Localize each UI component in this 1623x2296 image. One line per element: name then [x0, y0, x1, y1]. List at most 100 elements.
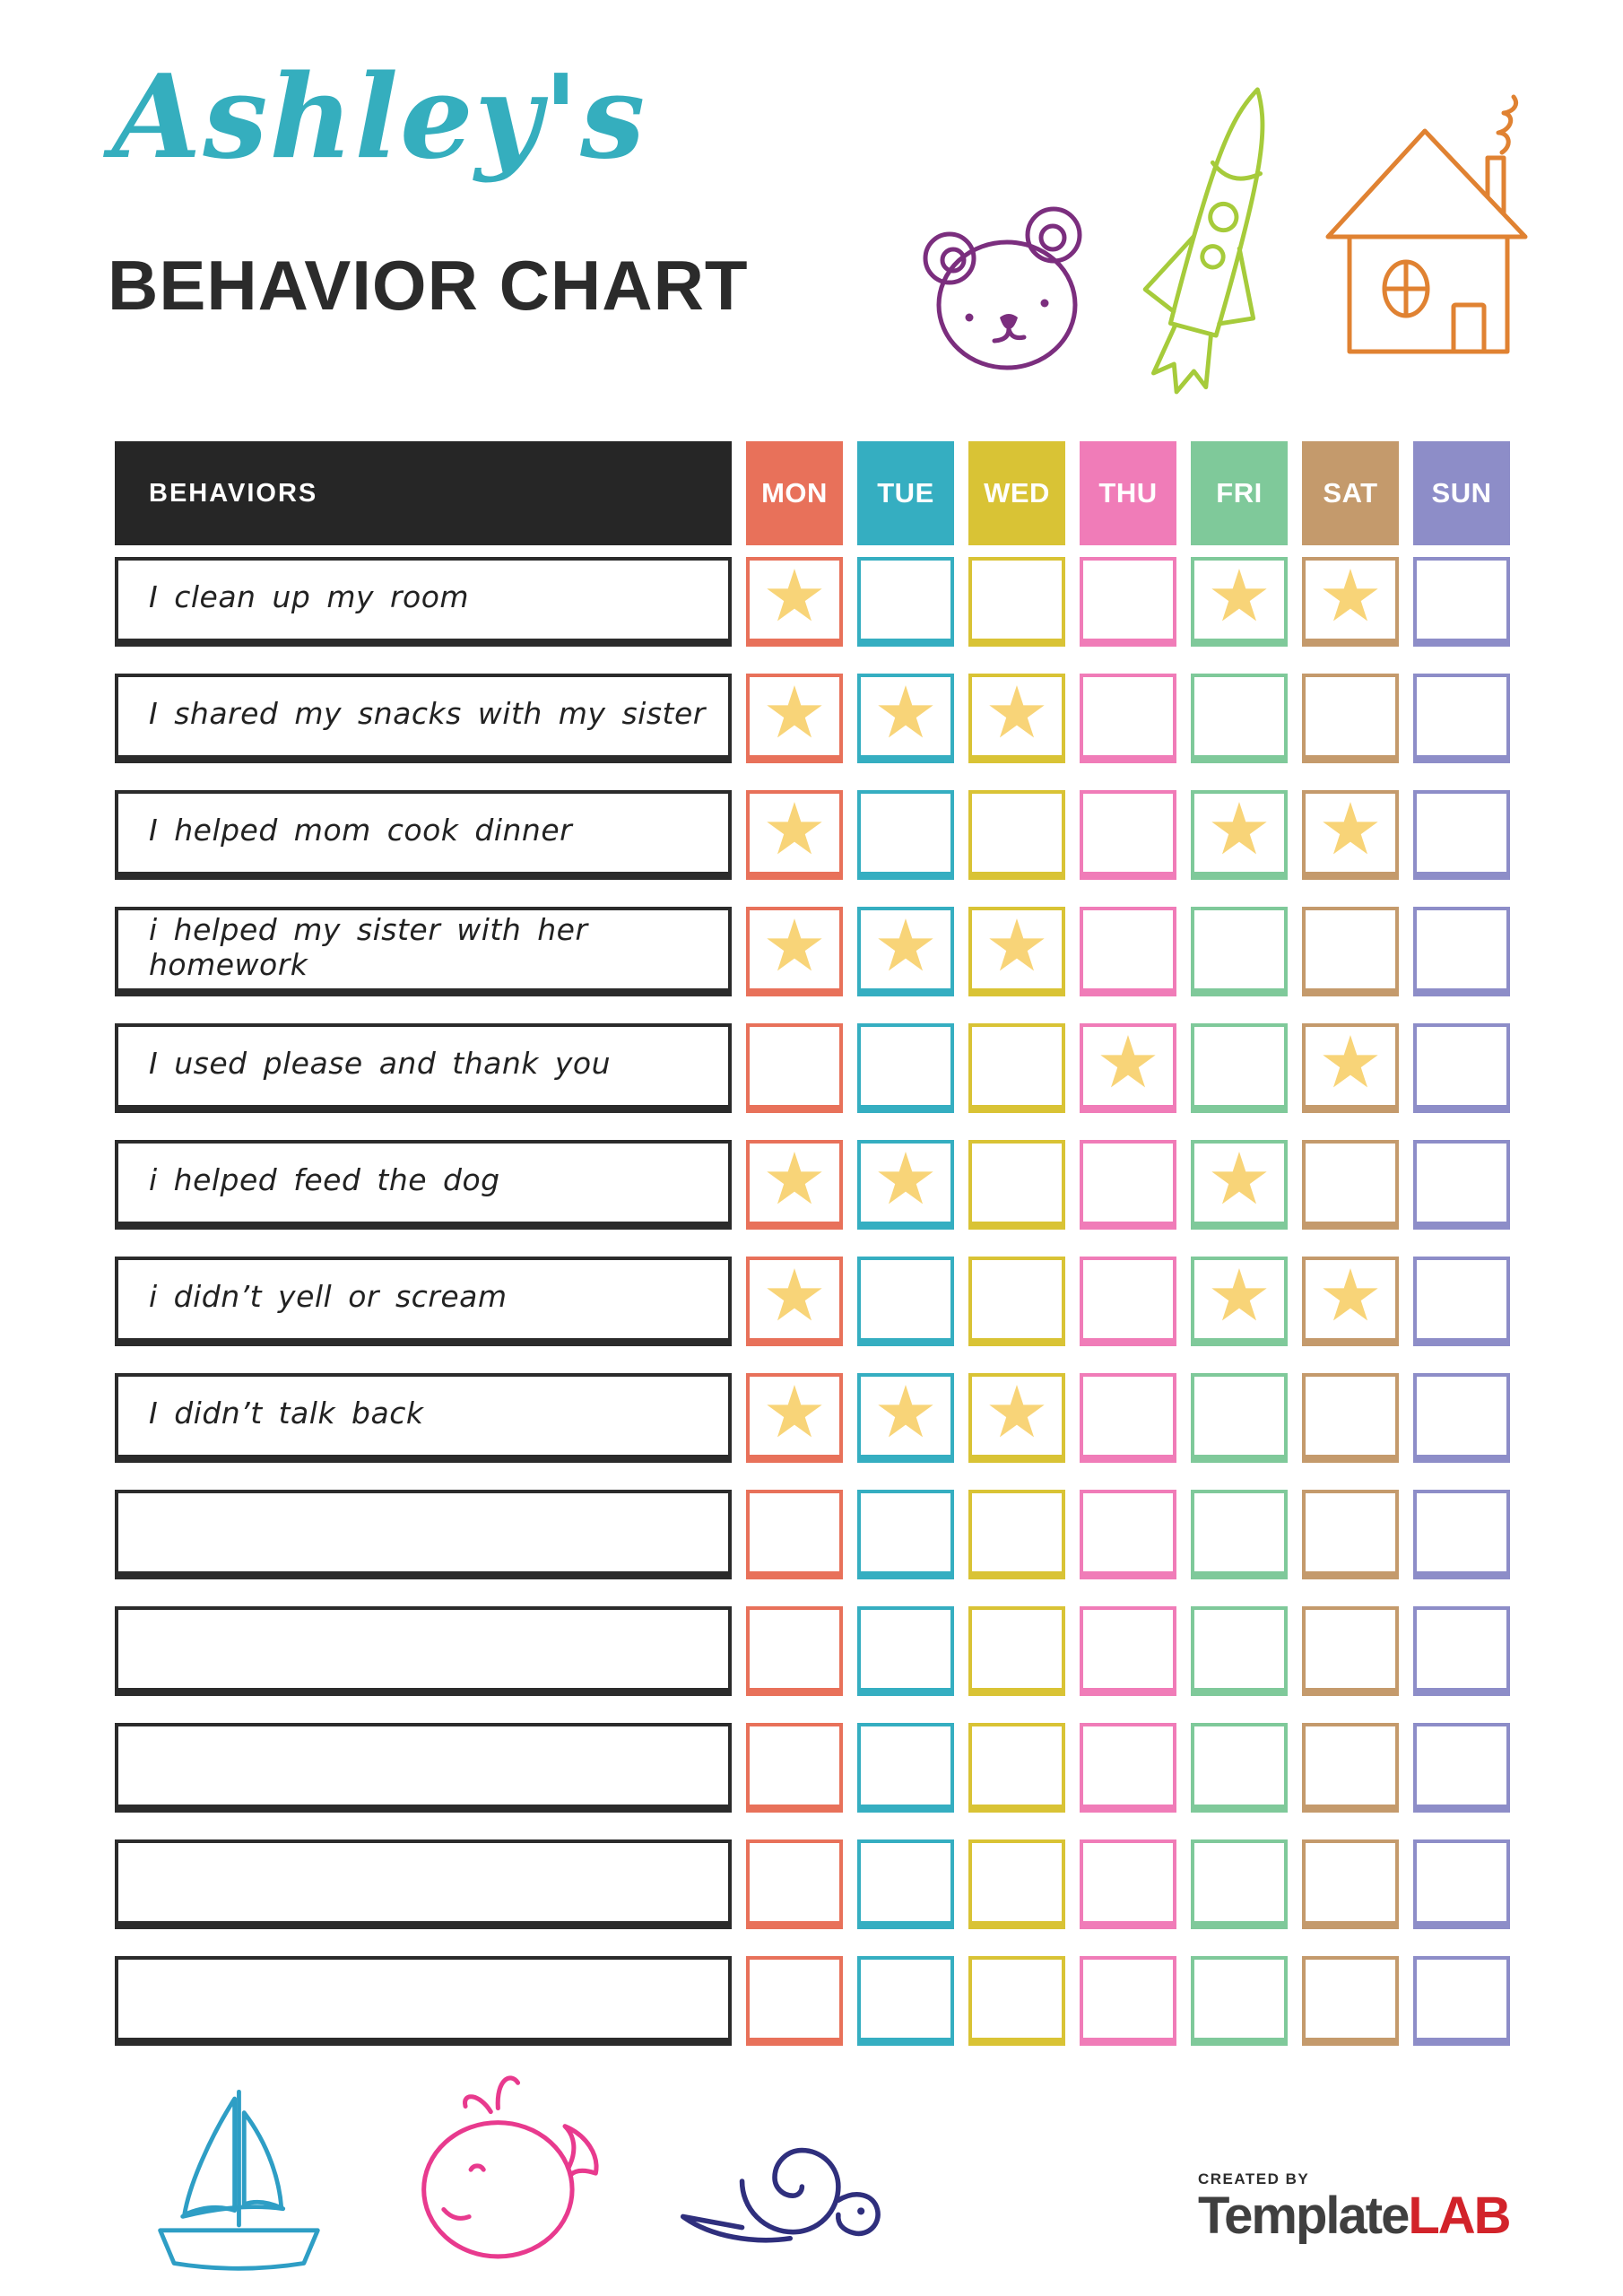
day-cell-sun[interactable] — [1413, 1373, 1510, 1463]
behavior-label: i helped feed the dog — [115, 1140, 732, 1230]
day-cell-thu[interactable] — [1080, 1956, 1176, 2046]
day-cell-tue[interactable] — [857, 1723, 954, 1813]
day-cell-mon[interactable] — [746, 1490, 843, 1579]
day-cell-sat[interactable]: ★ — [1302, 1023, 1399, 1113]
day-header-sun: SUN — [1413, 441, 1510, 545]
day-cell-tue[interactable] — [857, 1839, 954, 1929]
day-cell-sat[interactable] — [1302, 907, 1399, 996]
day-cell-mon[interactable]: ★ — [746, 1257, 843, 1346]
day-cell-wed[interactable] — [968, 1839, 1065, 1929]
day-cell-fri[interactable] — [1191, 1490, 1288, 1579]
day-cell-tue[interactable]: ★ — [857, 907, 954, 996]
day-cell-thu[interactable] — [1080, 1723, 1176, 1813]
day-cell-fri[interactable] — [1191, 674, 1288, 763]
day-cell-tue[interactable] — [857, 1606, 954, 1696]
day-cell-sun[interactable] — [1413, 907, 1510, 996]
day-cell-mon[interactable] — [746, 1606, 843, 1696]
behaviors-header: BEHAVIORS — [115, 441, 732, 545]
day-cell-sat[interactable] — [1302, 1490, 1399, 1579]
day-cell-thu[interactable] — [1080, 674, 1176, 763]
day-cell-sun[interactable] — [1413, 1257, 1510, 1346]
day-cell-tue[interactable]: ★ — [857, 1373, 954, 1463]
day-cell-mon[interactable]: ★ — [746, 907, 843, 996]
day-cell-wed[interactable] — [968, 1140, 1065, 1230]
day-cell-tue[interactable] — [857, 1490, 954, 1579]
day-cell-mon[interactable]: ★ — [746, 1373, 843, 1463]
day-cell-thu[interactable] — [1080, 1140, 1176, 1230]
day-cell-wed[interactable]: ★ — [968, 907, 1065, 996]
day-cell-mon[interactable]: ★ — [746, 1140, 843, 1230]
day-cell-fri[interactable]: ★ — [1191, 1140, 1288, 1230]
star-icon: ★ — [1318, 787, 1383, 871]
day-cell-thu[interactable]: ★ — [1080, 1023, 1176, 1113]
table-row: i didn’t yell or scream ★ ★ ★ — [115, 1257, 1510, 1346]
day-cell-sun[interactable] — [1413, 1606, 1510, 1696]
day-cell-sun[interactable] — [1413, 674, 1510, 763]
star-icon: ★ — [1096, 1020, 1160, 1104]
behavior-label — [115, 1839, 732, 1929]
day-cell-sat[interactable]: ★ — [1302, 790, 1399, 880]
day-cell-tue[interactable] — [857, 790, 954, 880]
day-cell-sat[interactable]: ★ — [1302, 557, 1399, 647]
day-cell-thu[interactable] — [1080, 557, 1176, 647]
day-cell-wed[interactable] — [968, 1606, 1065, 1696]
day-cell-fri[interactable]: ★ — [1191, 790, 1288, 880]
day-cell-tue[interactable] — [857, 557, 954, 647]
day-cell-tue[interactable]: ★ — [857, 674, 954, 763]
day-cell-wed[interactable] — [968, 557, 1065, 647]
day-cell-sun[interactable] — [1413, 1490, 1510, 1579]
day-cell-sat[interactable] — [1302, 1140, 1399, 1230]
day-cell-wed[interactable] — [968, 790, 1065, 880]
day-cell-mon[interactable] — [746, 1839, 843, 1929]
day-cell-wed[interactable] — [968, 1257, 1065, 1346]
day-cell-tue[interactable] — [857, 1023, 954, 1113]
day-cell-sat[interactable] — [1302, 1373, 1399, 1463]
day-cell-mon[interactable]: ★ — [746, 790, 843, 880]
day-cell-fri[interactable] — [1191, 1023, 1288, 1113]
day-cell-tue[interactable] — [857, 1956, 954, 2046]
day-cell-fri[interactable]: ★ — [1191, 1257, 1288, 1346]
day-cell-wed[interactable] — [968, 1023, 1065, 1113]
day-cell-mon[interactable]: ★ — [746, 674, 843, 763]
day-cell-fri[interactable] — [1191, 1723, 1288, 1813]
day-cell-thu[interactable] — [1080, 1490, 1176, 1579]
day-cell-fri[interactable] — [1191, 1373, 1288, 1463]
day-cell-sun[interactable] — [1413, 1140, 1510, 1230]
day-cell-fri[interactable] — [1191, 1606, 1288, 1696]
day-cell-sun[interactable] — [1413, 1723, 1510, 1813]
day-cell-sat[interactable] — [1302, 674, 1399, 763]
day-cell-sun[interactable] — [1413, 557, 1510, 647]
day-cell-thu[interactable] — [1080, 790, 1176, 880]
day-cell-fri[interactable] — [1191, 1956, 1288, 2046]
day-cell-wed[interactable] — [968, 1490, 1065, 1579]
day-cell-mon[interactable] — [746, 1956, 843, 2046]
day-cell-thu[interactable] — [1080, 1606, 1176, 1696]
day-cell-sat[interactable]: ★ — [1302, 1257, 1399, 1346]
day-cell-tue[interactable]: ★ — [857, 1140, 954, 1230]
day-cell-sat[interactable] — [1302, 1606, 1399, 1696]
day-cell-thu[interactable] — [1080, 1839, 1176, 1929]
day-cell-sun[interactable] — [1413, 1956, 1510, 2046]
day-cell-thu[interactable] — [1080, 1257, 1176, 1346]
day-cell-wed[interactable]: ★ — [968, 674, 1065, 763]
day-cell-wed[interactable]: ★ — [968, 1373, 1065, 1463]
day-cell-mon[interactable] — [746, 1023, 843, 1113]
day-cell-mon[interactable]: ★ — [746, 557, 843, 647]
day-cell-fri[interactable] — [1191, 1839, 1288, 1929]
day-cell-wed[interactable] — [968, 1956, 1065, 2046]
day-cell-wed[interactable] — [968, 1723, 1065, 1813]
day-cell-sat[interactable] — [1302, 1723, 1399, 1813]
day-cell-sat[interactable] — [1302, 1839, 1399, 1929]
day-cell-fri[interactable] — [1191, 907, 1288, 996]
day-cell-sun[interactable] — [1413, 1839, 1510, 1929]
day-cell-thu[interactable] — [1080, 907, 1176, 996]
day-cell-sun[interactable] — [1413, 1023, 1510, 1113]
day-cell-tue[interactable] — [857, 1257, 954, 1346]
behavior-label: i helped my sister with her homework — [115, 907, 732, 996]
day-cell-mon[interactable] — [746, 1723, 843, 1813]
day-cell-fri[interactable]: ★ — [1191, 557, 1288, 647]
day-cell-sat[interactable] — [1302, 1956, 1399, 2046]
day-cell-thu[interactable] — [1080, 1373, 1176, 1463]
day-cell-sun[interactable] — [1413, 790, 1510, 880]
